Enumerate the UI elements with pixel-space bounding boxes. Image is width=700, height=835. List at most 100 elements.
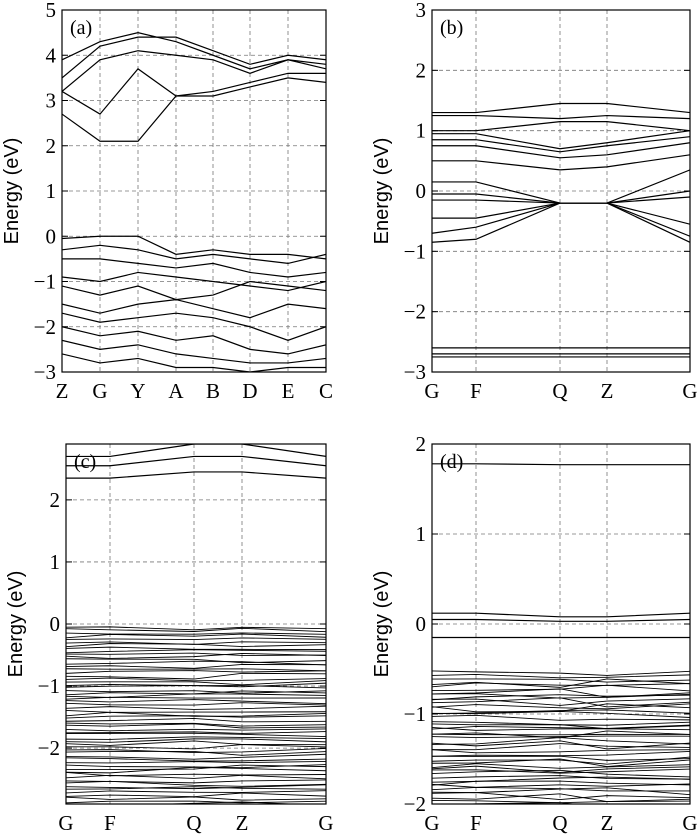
valence-band-line <box>432 758 690 768</box>
y-tick-label: −1 <box>34 270 56 294</box>
x-tick-label: Q <box>552 379 567 403</box>
y-tick-label: 3 <box>416 0 427 22</box>
valence-band-line <box>66 757 326 762</box>
valence-band-line <box>66 774 326 780</box>
y-tick-label: 2 <box>416 432 427 456</box>
x-tick-label: F <box>104 811 116 835</box>
x-tick-label: G <box>424 811 439 835</box>
band-line-1 <box>432 612 690 618</box>
y-tick-label: −1 <box>404 239 426 263</box>
valence-band-line <box>66 705 326 710</box>
valence-band-line <box>432 674 690 679</box>
x-tick-label: C <box>319 379 333 403</box>
y-tick-label: −2 <box>34 315 56 339</box>
x-tick-label: G <box>318 811 333 835</box>
valence-band-line <box>66 748 326 753</box>
band-line-1 <box>62 32 326 70</box>
x-tick-label: E <box>282 379 295 403</box>
band-line-0 <box>432 102 690 114</box>
valence-band-line <box>66 796 326 801</box>
band-line-1 <box>66 455 326 467</box>
valence-band-line <box>432 678 690 688</box>
valence-band-line <box>432 670 690 676</box>
valence-band-line <box>432 765 690 773</box>
x-tick-label: Z <box>601 379 614 403</box>
panel-label: (d) <box>440 451 463 473</box>
x-tick-label: G <box>424 379 439 403</box>
valence-band-line <box>432 768 690 774</box>
panel-2: −2 −1 0 1 2 G F Q Z G Energy (eV) (c) <box>5 443 334 835</box>
valence-band-line <box>432 756 690 765</box>
valence-band-line <box>66 731 326 734</box>
valence-band-line <box>66 744 326 750</box>
valence-band-line <box>66 652 326 659</box>
band-line-12 <box>62 326 326 355</box>
valence-band-line <box>66 693 326 698</box>
x-tick-label: Q <box>186 811 201 835</box>
band-line-13 <box>62 339 326 364</box>
valence-band-line <box>66 702 326 706</box>
y-tick-label: 4 <box>46 43 57 67</box>
band-line-2 <box>432 618 690 622</box>
band-line-8 <box>432 190 690 204</box>
x-tick-label: Q <box>552 811 567 835</box>
y-tick-label: 5 <box>46 0 57 22</box>
y-tick-label: 0 <box>50 612 61 636</box>
valence-band-line <box>66 740 326 746</box>
x-tick-label: Y <box>130 379 145 403</box>
valence-band-line <box>66 766 326 774</box>
band-line-3 <box>62 68 326 115</box>
valence-band-line <box>66 753 326 760</box>
band-line-6 <box>62 244 326 265</box>
valence-band-line <box>66 790 326 794</box>
band-line-11 <box>62 312 326 341</box>
valence-band-line <box>66 728 326 732</box>
band-line-2 <box>66 471 326 479</box>
valence-band-line <box>66 696 326 700</box>
valence-band-line <box>432 710 690 718</box>
panel-label: (a) <box>70 17 92 39</box>
valence-band-line <box>66 633 326 639</box>
valence-band-line <box>432 763 690 769</box>
valence-band-line <box>66 779 326 784</box>
x-tick-label: G <box>682 811 697 835</box>
band-line-12 <box>432 202 690 243</box>
band-line-8 <box>62 271 326 292</box>
bands <box>432 102 690 358</box>
valence-band-line <box>66 668 326 672</box>
band-line-14 <box>62 353 326 372</box>
panel-label: (c) <box>74 451 96 473</box>
bands <box>62 32 326 372</box>
valence-band-line <box>432 769 690 778</box>
valence-band-line <box>66 626 326 631</box>
valence-band-line <box>66 738 326 743</box>
band-line-5 <box>62 235 326 260</box>
valence-band-line <box>66 760 326 764</box>
x-tick-label: F <box>470 379 482 403</box>
valence-band-line <box>432 776 690 783</box>
panel-0: −3 −2 −1 0 1 2 3 4 5 Z G Y A B D E C Energy (eV) (a) <box>1 0 333 403</box>
valence-band-line <box>432 684 690 692</box>
x-tick-label: F <box>470 811 482 835</box>
panel-3: −2 −1 0 1 2 G F Q Z G Energy (eV) (d) <box>371 432 698 835</box>
y-tick-label: 1 <box>50 550 61 574</box>
valence-band-line <box>66 736 326 740</box>
valence-band-line <box>432 724 690 730</box>
band-line-9 <box>62 280 326 301</box>
valence-band-line <box>66 652 326 656</box>
valence-band-line <box>66 680 326 686</box>
y-tick-label: 1 <box>416 119 427 143</box>
x-tick-label: Z <box>236 811 249 835</box>
valence-band-line <box>66 685 326 689</box>
band-line-3 <box>432 130 690 150</box>
valence-band-line <box>66 637 326 640</box>
valence-band-line <box>66 722 326 727</box>
y-tick-label: −1 <box>404 702 426 726</box>
valence-band-line <box>432 793 690 803</box>
x-tick-label: D <box>242 379 257 403</box>
valence-band-line <box>432 743 690 751</box>
valence-band-line <box>66 649 326 654</box>
x-tick-label: Z <box>601 811 614 835</box>
bands <box>432 463 690 804</box>
